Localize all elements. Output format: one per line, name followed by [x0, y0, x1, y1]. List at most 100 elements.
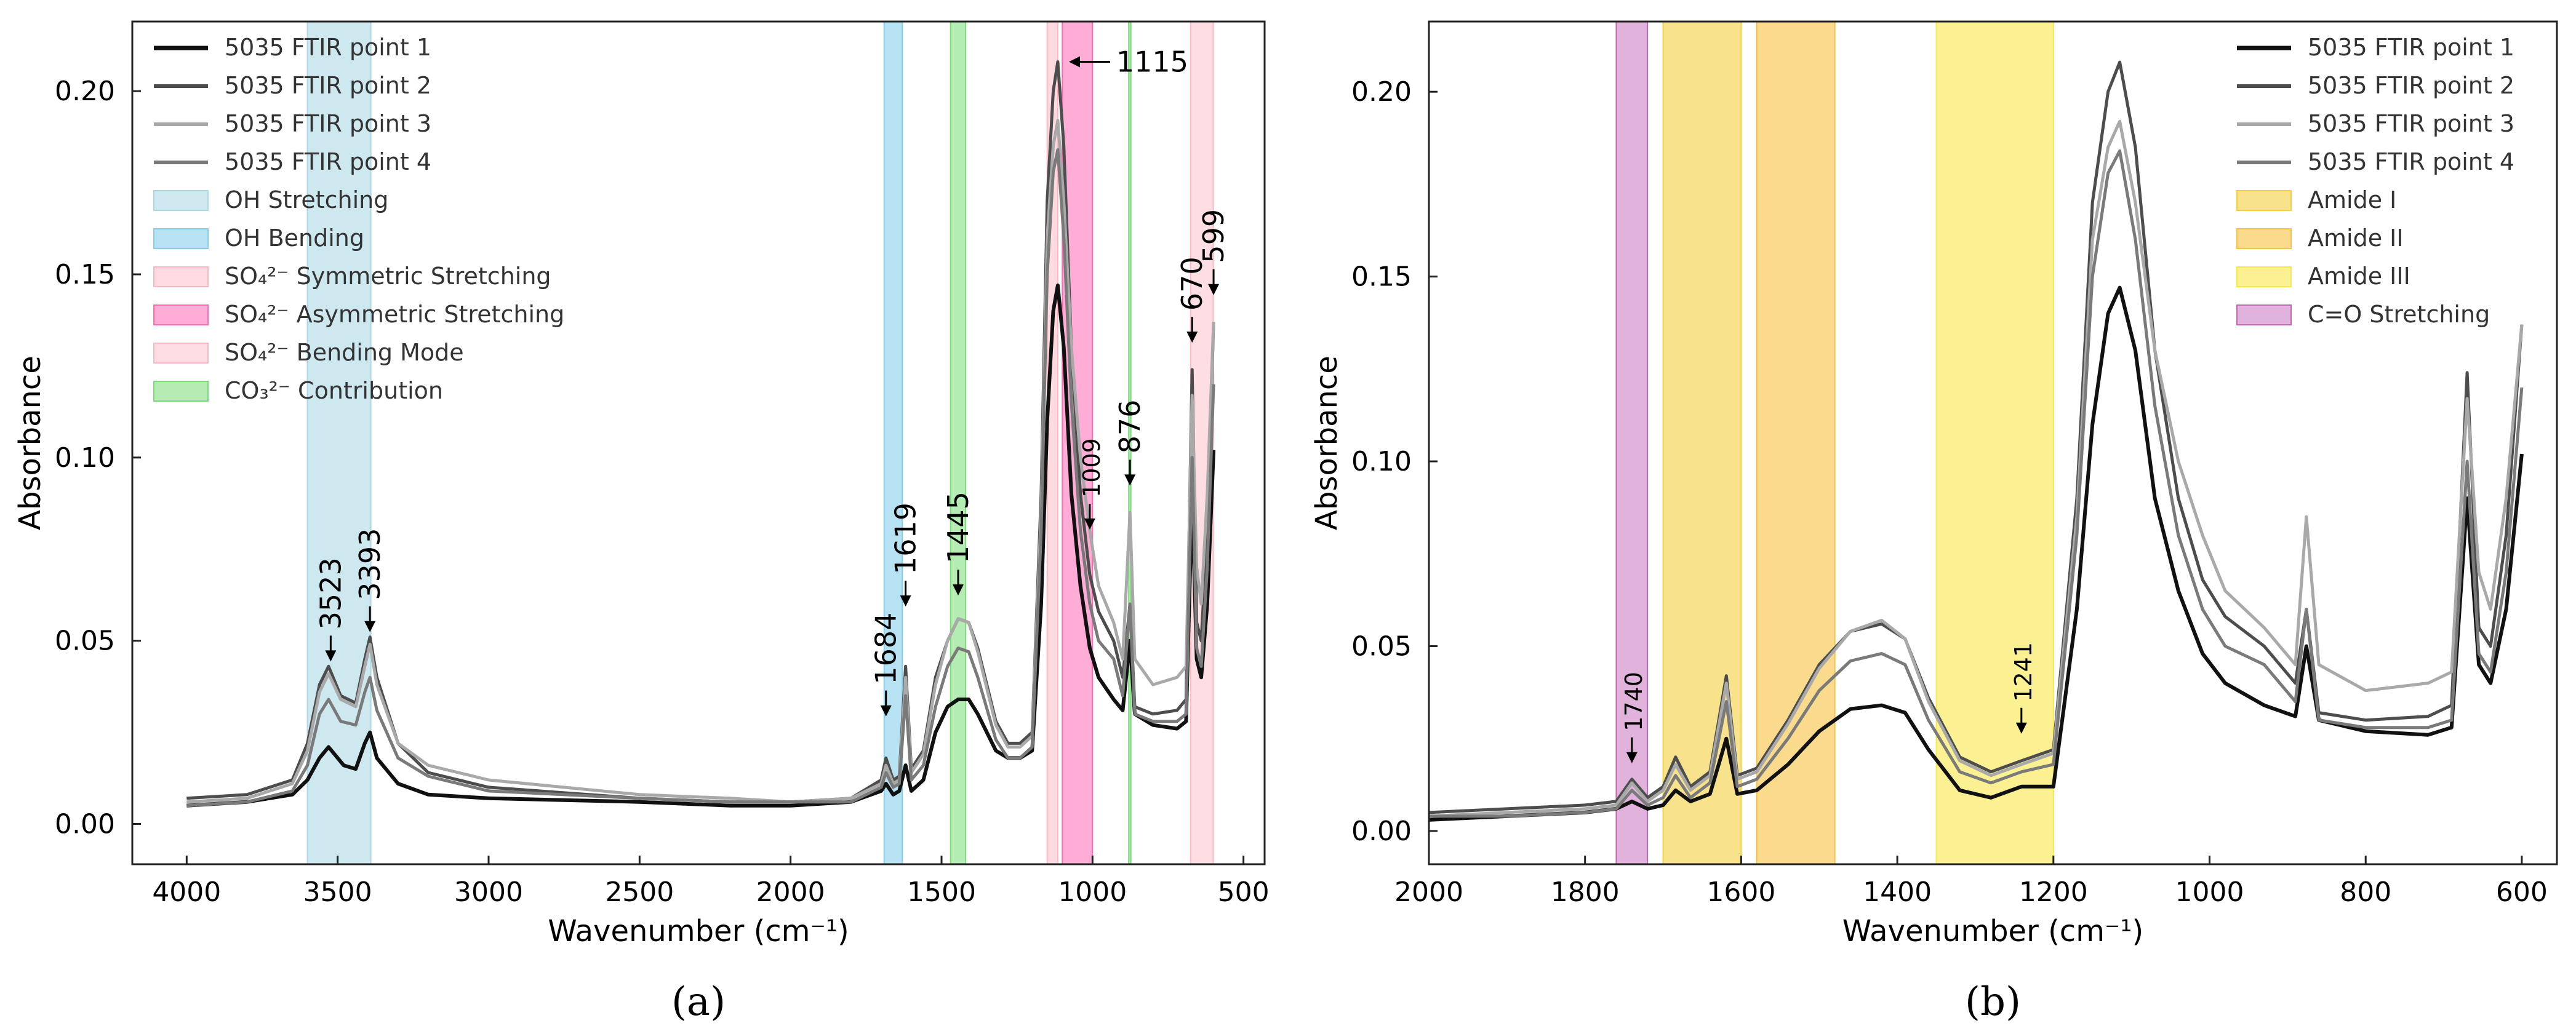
x-tick-label: 4000	[152, 877, 221, 908]
x-tick-label: 1400	[1863, 877, 1932, 908]
series-line-2	[1429, 60, 2524, 814]
annotation-arrow-head	[325, 650, 337, 662]
peak-label: 1241	[2010, 642, 2037, 702]
legend-label: 5035 FTIR point 4	[2308, 148, 2514, 175]
series-line-3	[186, 119, 1215, 804]
legend-label: 5035 FTIR point 1	[225, 34, 431, 61]
series-line-4	[186, 148, 1215, 808]
legend-patch-swatch	[153, 228, 209, 249]
annotation-arrow-head	[1626, 752, 1638, 763]
peak-label: 3393	[353, 528, 386, 600]
peak-label: 1009	[1078, 438, 1105, 498]
annotation-arrow-head	[880, 705, 892, 717]
legend-patch-swatch	[2236, 266, 2292, 287]
legend-label: 5035 FTIR point 3	[225, 110, 431, 137]
legend-label: CO₃²⁻ Contribution	[225, 377, 443, 404]
y-tick-label: 0.05	[55, 626, 115, 657]
band-co-contribution	[950, 22, 967, 864]
x-tick-label: 1200	[2019, 877, 2088, 908]
legend-patch-swatch	[153, 266, 209, 287]
x-tick-label: 2000	[756, 877, 825, 908]
panel-b-chart: 2000 1800 1600 1400 1200 1000 800 600 0.00 0.05 0.…	[1310, 20, 2558, 1025]
x-tick-label: 2000	[1394, 877, 1463, 908]
peak-label: 1740	[1620, 672, 1647, 731]
band-group	[1615, 22, 2054, 864]
annotation-arrow-head	[1124, 474, 1136, 486]
legend-label: 5035 FTIR point 3	[2308, 110, 2514, 137]
legend: 5035 FTIR point 1 5035 FTIR point 2 5035 F…	[153, 34, 564, 404]
legend: 5035 FTIR point 1 5035 FTIR point 2 5035 F…	[2236, 34, 2514, 328]
y-axis-label: Absorbance	[13, 356, 47, 530]
panel-a-chart: 4000 3500 3000 2500 2000 1500 1000 500 0.00 0.05 0…	[13, 20, 1270, 1025]
x-tick-label: 1000	[2175, 877, 2244, 908]
series-line-1	[1429, 285, 2524, 822]
series-line-4	[1429, 149, 2524, 818]
legend-label: SO₄²⁻ Symmetric Stretching	[225, 263, 551, 290]
x-tick-label: 3500	[303, 877, 372, 908]
y-tick-label: 0.15	[55, 259, 115, 290]
legend-patch-swatch	[2236, 304, 2292, 325]
band-amide-iii	[1935, 22, 2054, 864]
annotation-arrow-head	[1186, 332, 1198, 343]
x-tick-label: 800	[2340, 877, 2391, 908]
y-tick-label: 0.00	[55, 808, 115, 840]
x-axis-label: Wavenumber (cm⁻¹)	[548, 914, 849, 948]
band-extra-6	[1128, 22, 1132, 864]
x-tick-label: 1600	[1706, 877, 1775, 908]
panel-label: (a)	[671, 979, 726, 1025]
legend-patch-swatch	[2236, 228, 2292, 249]
legend-patch-swatch	[153, 304, 209, 325]
peak-label: 1684	[870, 613, 903, 685]
y-tick-label: 0.00	[1351, 816, 1412, 847]
legend-patch-swatch	[2236, 190, 2292, 211]
legend-label: 5035 FTIR point 4	[225, 148, 431, 175]
legend-label: OH Stretching	[225, 186, 388, 213]
legend-label: 5035 FTIR point 2	[225, 72, 431, 99]
series-group	[186, 60, 1216, 808]
band-amide-ii	[1756, 22, 1836, 864]
annotation-arrow-head	[364, 621, 376, 632]
band-c-o-stretching	[1615, 22, 1649, 864]
x-tick-label: 3000	[454, 877, 523, 908]
y-tick-label: 0.20	[1351, 76, 1412, 108]
peak-label: 876	[1113, 400, 1146, 454]
x-tick-label: 2500	[605, 877, 674, 908]
band-oh-bending	[883, 22, 903, 864]
x-tick-label: 1500	[907, 877, 976, 908]
legend-label: C=O Stretching	[2308, 301, 2490, 328]
series-line-3	[1429, 119, 2524, 818]
series-group	[1429, 60, 2524, 822]
x-tick-label: 1000	[1058, 877, 1127, 908]
legend-patch-swatch	[153, 190, 209, 211]
annotation-arrow-head	[2015, 722, 2027, 734]
annotation-arrow-head	[1208, 284, 1220, 295]
legend-label: Amide II	[2308, 225, 2404, 252]
peak-label: 1619	[889, 503, 922, 575]
y-axis-label: Absorbance	[1310, 356, 1344, 530]
legend-label: Amide III	[2308, 263, 2410, 290]
annotation-arrow-head	[1068, 56, 1080, 68]
peak-label: 1115	[1116, 46, 1188, 79]
peak-label: 670	[1175, 257, 1209, 311]
peak-annotations: 1740 1241	[1620, 642, 2037, 763]
panel-label: (b)	[1965, 979, 2021, 1025]
y-tick-label: 0.15	[1351, 261, 1412, 293]
legend-label: 5035 FTIR point 2	[2308, 72, 2514, 99]
x-tick-label: 500	[1218, 877, 1270, 908]
y-tick-label: 0.20	[55, 76, 115, 107]
legend-label: Amide I	[2308, 186, 2396, 213]
legend-patch-swatch	[153, 343, 209, 364]
legend-patch-swatch	[153, 381, 209, 402]
legend-label: 5035 FTIR point 1	[2308, 34, 2514, 61]
legend-label: OH Bending	[225, 225, 364, 252]
y-tick-label: 0.10	[1351, 446, 1412, 477]
y-tick-label: 0.05	[1351, 630, 1412, 662]
annotation-arrow-head	[1084, 518, 1095, 530]
x-axis-label: Wavenumber (cm⁻¹)	[1842, 914, 2144, 948]
series-line-1	[186, 283, 1216, 808]
plot-frame	[1428, 20, 2558, 865]
peak-label: 599	[1197, 209, 1230, 263]
plot-frame	[131, 20, 1266, 865]
